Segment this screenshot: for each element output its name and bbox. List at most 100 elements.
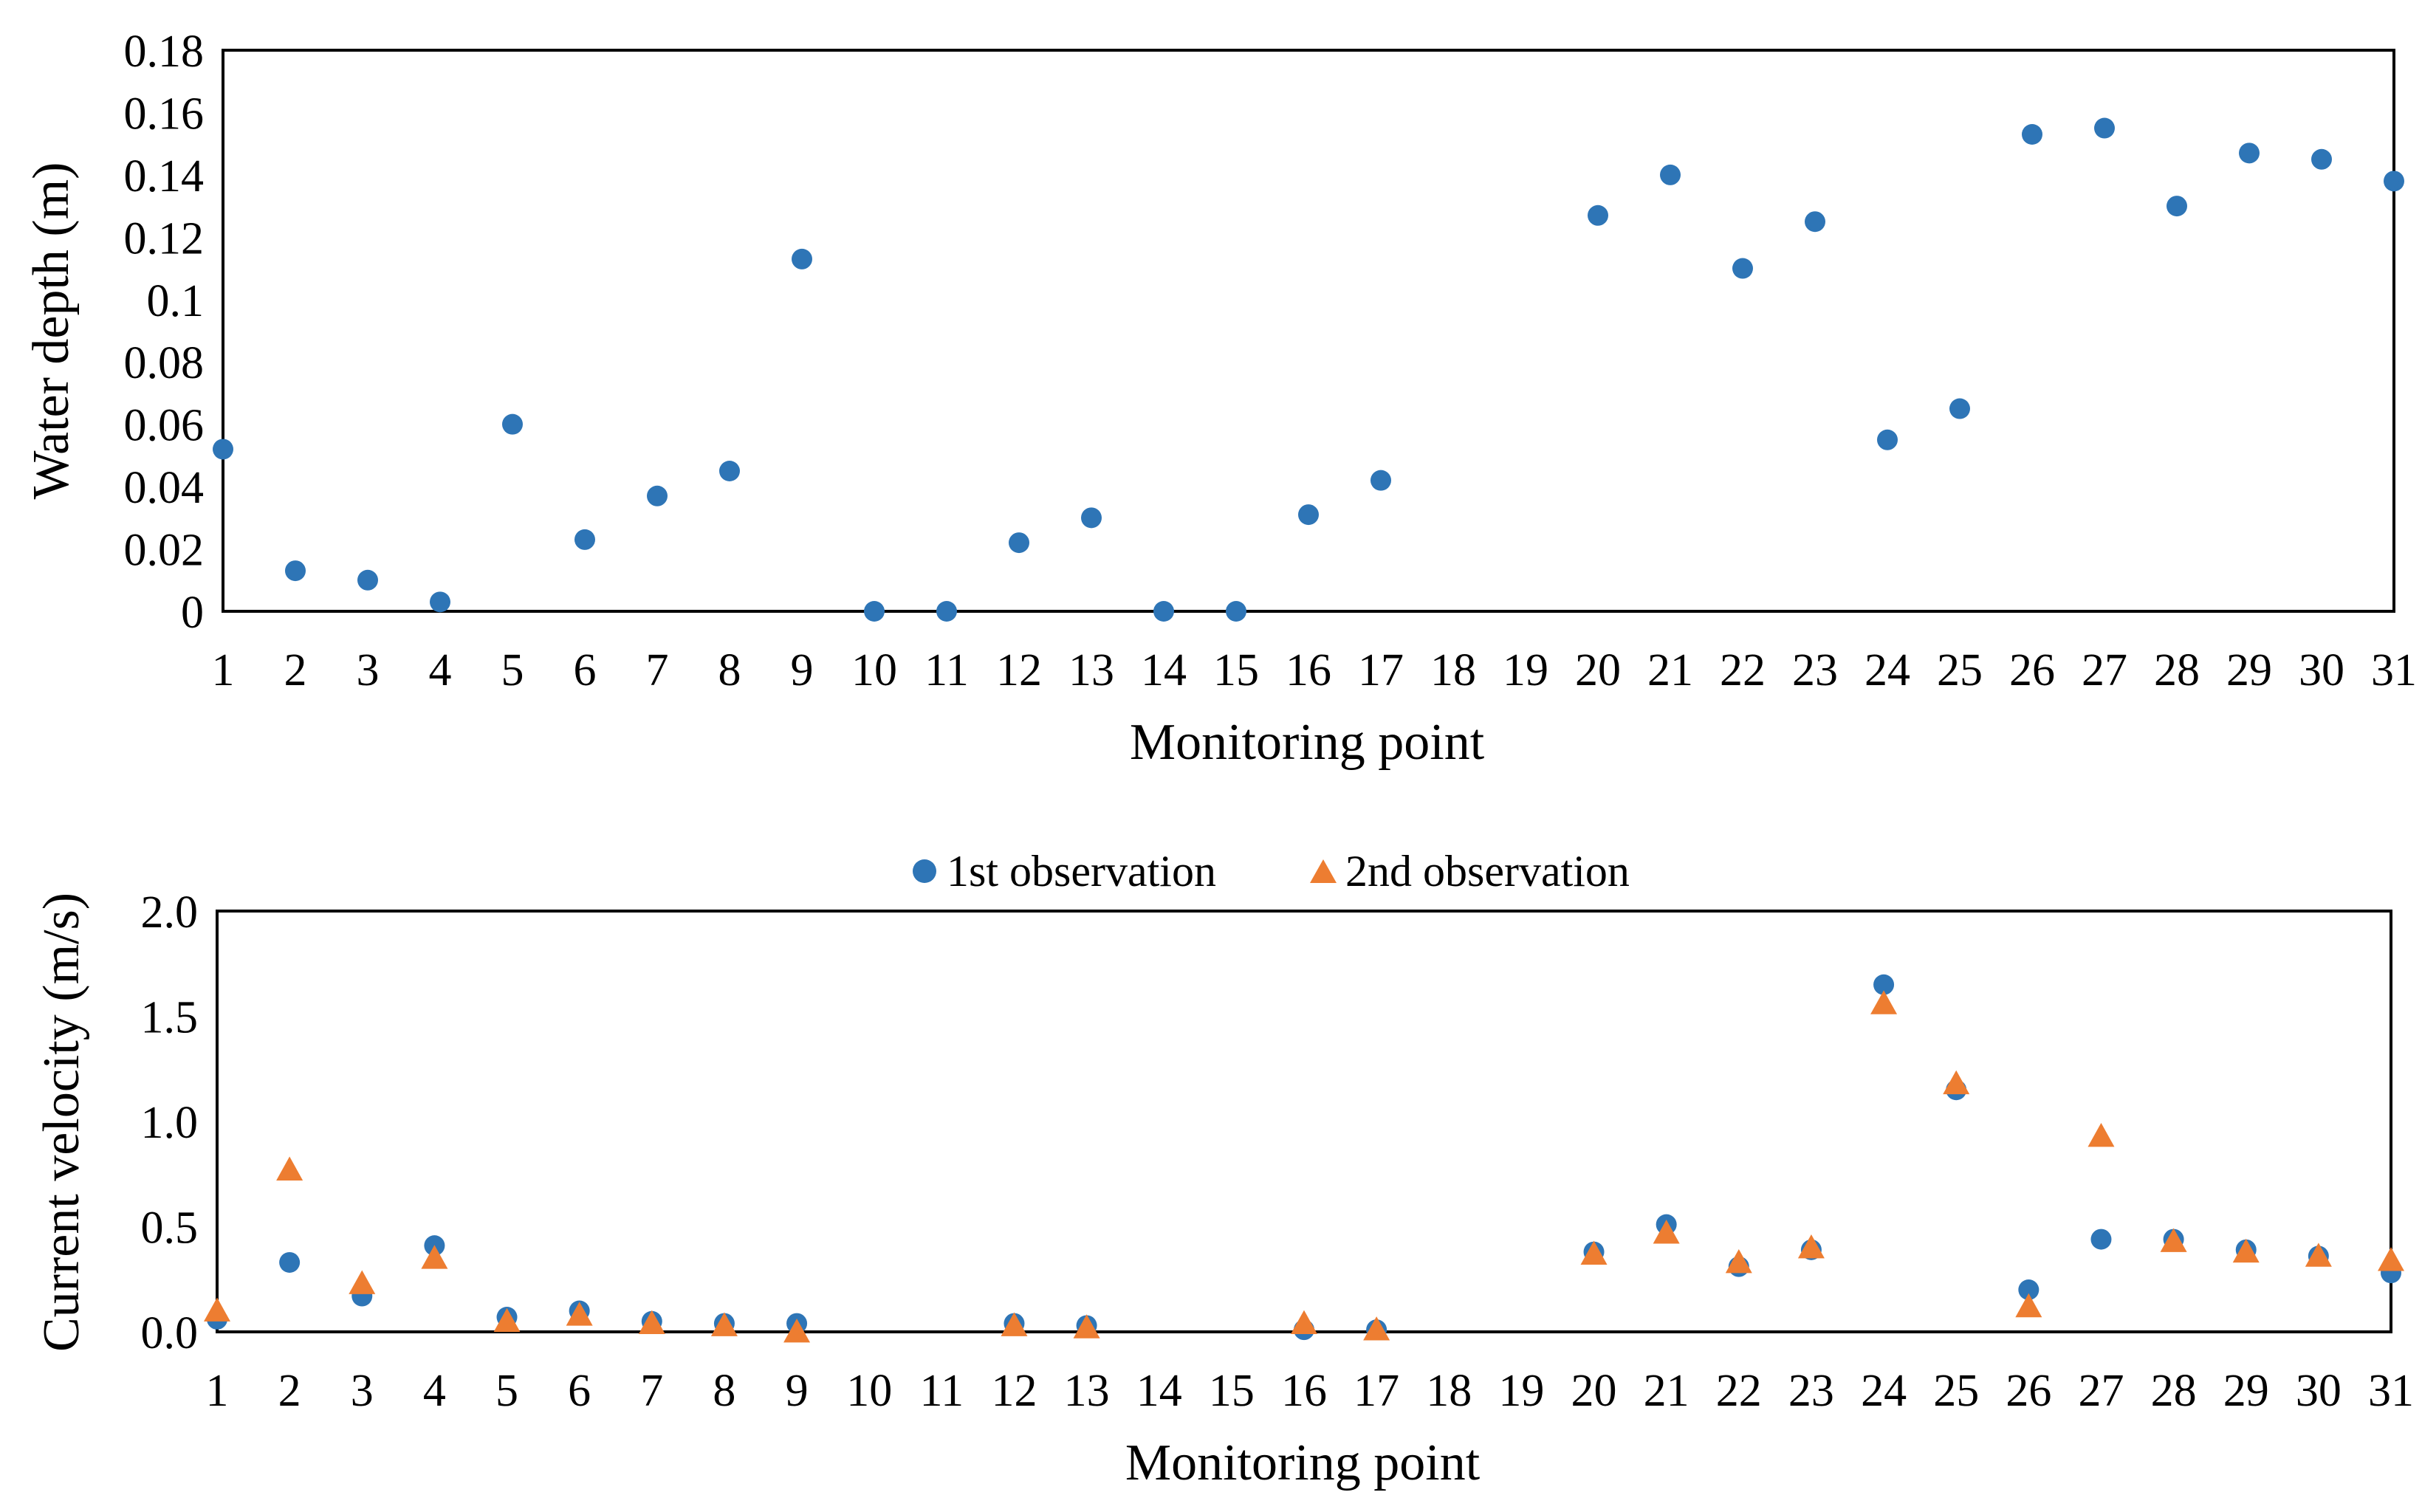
current-velocity-x-tick-label: 17 bbox=[1354, 1366, 1399, 1416]
water-depth-point-circle bbox=[936, 601, 957, 622]
water-depth-x-tick-label: 8 bbox=[718, 645, 741, 695]
water-depth-point-circle bbox=[1009, 532, 1029, 554]
current-velocity-x-tick-label: 6 bbox=[568, 1366, 591, 1416]
legend-marker-1st-observation bbox=[913, 859, 936, 883]
current-velocity-x-tick-label: 25 bbox=[1933, 1366, 1979, 1416]
water-depth-y-tick-label: 0.16 bbox=[124, 89, 205, 139]
current-velocity-point-triangle bbox=[2305, 1243, 2332, 1267]
water-depth-y-tick-label: 0.14 bbox=[124, 151, 205, 202]
water-depth-x-tick-label: 17 bbox=[1358, 645, 1404, 695]
current-velocity-x-tick-label: 29 bbox=[2223, 1366, 2269, 1416]
current-velocity-x-tick-label: 10 bbox=[846, 1366, 892, 1416]
water-depth-point-circle bbox=[1588, 205, 1608, 226]
water-depth-x-tick-label: 6 bbox=[574, 645, 597, 695]
current-velocity-point-triangle bbox=[783, 1319, 811, 1343]
water-depth-series-1 bbox=[213, 117, 2404, 622]
water-depth-y-tick-label: 0.1 bbox=[147, 276, 205, 326]
current-velocity-point-triangle bbox=[2015, 1293, 2042, 1318]
current-velocity-x-tick-label: 15 bbox=[1209, 1366, 1255, 1416]
water-depth-point-circle bbox=[1226, 601, 1246, 622]
water-depth-point-circle bbox=[2311, 148, 2332, 170]
current-velocity-x-axis-label: Monitoring point bbox=[1125, 1434, 1481, 1491]
current-velocity-point-triangle bbox=[1363, 1316, 1390, 1341]
water-depth-x-tick-label: 19 bbox=[1503, 645, 1548, 695]
legend-marker-2nd-observation bbox=[1310, 859, 1337, 883]
current-velocity-y-axis-label: Current velocity (m/s) bbox=[33, 893, 90, 1352]
current-velocity-point-triangle bbox=[1943, 1070, 1970, 1095]
current-velocity-point-triangle bbox=[1653, 1220, 1680, 1244]
water-depth-x-tick-label: 3 bbox=[357, 645, 380, 695]
current-velocity-point-circle bbox=[2018, 1279, 2040, 1300]
water-depth-point-circle bbox=[1153, 601, 1174, 622]
current-velocity-x-tick-label: 11 bbox=[919, 1366, 964, 1416]
current-velocity-point-triangle bbox=[493, 1307, 521, 1333]
water-depth-y-tick-label: 0.08 bbox=[124, 338, 205, 388]
water-depth-y-tick-labels: 0 0.02 0.04 0.06 0.08 0.1 0.12 0.14 0.16 0.18 bbox=[124, 27, 205, 638]
current-velocity-points bbox=[204, 974, 2404, 1343]
current-velocity-x-tick-label: 16 bbox=[1281, 1366, 1327, 1416]
current-velocity-x-tick-label: 9 bbox=[786, 1366, 809, 1416]
water-depth-point-circle bbox=[1298, 504, 1319, 526]
current-velocity-x-tick-label: 21 bbox=[1644, 1366, 1689, 1416]
current-velocity-x-tick-label: 8 bbox=[713, 1366, 735, 1416]
water-depth-x-tick-label: 13 bbox=[1068, 645, 1114, 695]
water-depth-x-tick-label: 14 bbox=[1141, 645, 1187, 695]
water-depth-x-tick-label: 20 bbox=[1575, 645, 1621, 695]
current-velocity-point-circle bbox=[279, 1251, 301, 1273]
current-velocity-x-tick-label: 19 bbox=[1498, 1366, 1544, 1416]
water-depth-y-tick-label: 0.12 bbox=[124, 213, 205, 264]
water-depth-x-tick-label: 23 bbox=[1792, 645, 1838, 695]
water-depth-x-tick-label: 16 bbox=[1286, 645, 1331, 695]
water-depth-x-tick-label: 22 bbox=[1720, 645, 1766, 695]
water-depth-x-tick-label: 25 bbox=[1937, 645, 1983, 695]
water-depth-x-tick-label: 28 bbox=[2154, 645, 2200, 695]
current-velocity-point-triangle bbox=[276, 1156, 303, 1181]
current-velocity-x-tick-label: 22 bbox=[1716, 1366, 1762, 1416]
water-depth-x-tick-label: 29 bbox=[2226, 645, 2272, 695]
current-velocity-point-triangle bbox=[1797, 1234, 1825, 1259]
current-velocity-x-tick-label: 4 bbox=[423, 1366, 446, 1416]
water-depth-x-tick-label: 15 bbox=[1213, 645, 1259, 695]
current-velocity-chart: 1st observation 2nd observation 0.0 0.5 1.… bbox=[33, 847, 2414, 1491]
current-velocity-x-tick-label: 20 bbox=[1571, 1366, 1617, 1416]
water-depth-point-circle bbox=[719, 461, 740, 481]
current-velocity-x-tick-label: 30 bbox=[2296, 1366, 2342, 1416]
current-velocity-y-tick-label: 0.5 bbox=[141, 1203, 199, 1254]
water-depth-points bbox=[213, 117, 2404, 622]
current-velocity-y-tick-label: 1.5 bbox=[141, 993, 199, 1043]
current-velocity-x-tick-label: 14 bbox=[1136, 1366, 1182, 1416]
water-depth-point-circle bbox=[574, 529, 595, 550]
water-depth-y-tick-label: 0.02 bbox=[124, 526, 205, 576]
water-depth-x-tick-label: 31 bbox=[2371, 645, 2417, 695]
water-depth-x-tick-label: 10 bbox=[851, 645, 897, 695]
current-velocity-x-tick-label: 27 bbox=[2078, 1366, 2124, 1416]
water-depth-x-axis-label: Monitoring point bbox=[1130, 714, 1485, 771]
current-velocity-x-tick-label: 28 bbox=[2151, 1366, 2197, 1416]
water-depth-x-tick-label: 5 bbox=[501, 645, 524, 695]
current-velocity-x-tick-label: 26 bbox=[2006, 1366, 2051, 1416]
current-velocity-point-triangle bbox=[204, 1297, 230, 1322]
current-velocity-x-tick-label: 23 bbox=[1788, 1366, 1834, 1416]
current-velocity-point-triangle bbox=[2378, 1247, 2404, 1271]
current-velocity-point-triangle bbox=[421, 1245, 448, 1269]
water-depth-y-axis-label: Water depth (m) bbox=[23, 162, 80, 500]
legend: 1st observation 2nd observation bbox=[913, 847, 1630, 896]
current-velocity-point-triangle bbox=[2087, 1122, 2115, 1147]
current-velocity-y-tick-label: 1.0 bbox=[141, 1098, 199, 1148]
water-depth-plot-area bbox=[222, 49, 2395, 613]
water-depth-point-circle bbox=[1949, 398, 1970, 419]
water-depth-y-tick-label: 0 bbox=[181, 588, 204, 638]
water-depth-y-tick-label: 0.18 bbox=[124, 27, 205, 77]
water-depth-point-circle bbox=[285, 560, 306, 582]
water-depth-point-circle bbox=[1660, 164, 1681, 185]
water-depth-point-circle bbox=[2094, 117, 2115, 139]
water-depth-point-circle bbox=[792, 248, 812, 269]
legend-label-2nd-observation: 2nd observation bbox=[1345, 847, 1630, 896]
current-velocity-point-triangle bbox=[566, 1302, 593, 1326]
water-depth-point-circle bbox=[2022, 124, 2042, 145]
water-depth-point-circle bbox=[502, 413, 523, 435]
legend-label-1st-observation: 1st observation bbox=[947, 847, 1216, 896]
water-depth-point-circle bbox=[1732, 258, 1753, 279]
